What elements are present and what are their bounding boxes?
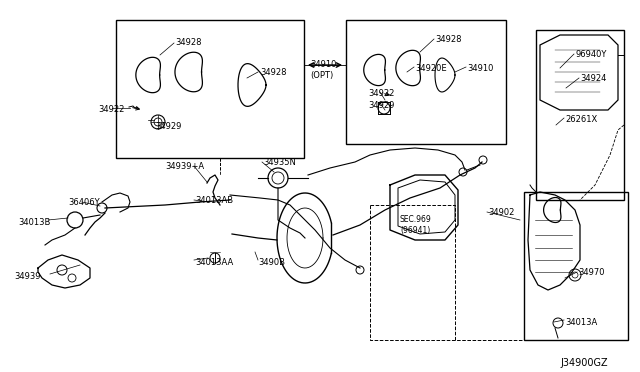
Text: 34013AA: 34013AA (195, 258, 233, 267)
Text: 26261X: 26261X (565, 115, 597, 124)
Text: 34902: 34902 (488, 208, 515, 217)
Text: 34013B: 34013B (18, 218, 51, 227)
Text: 34013AB: 34013AB (195, 196, 233, 205)
Text: 34013A: 34013A (565, 318, 597, 327)
Text: 34970: 34970 (578, 268, 605, 277)
Text: SEC.969: SEC.969 (400, 215, 432, 224)
Text: 34939: 34939 (14, 272, 40, 281)
Text: 34928: 34928 (175, 38, 202, 47)
Text: 34922: 34922 (98, 105, 124, 114)
Text: J34900GZ: J34900GZ (560, 358, 607, 368)
Circle shape (57, 265, 67, 275)
Text: 34920E: 34920E (415, 64, 447, 73)
Text: 34935N: 34935N (263, 158, 296, 167)
Text: 34929: 34929 (155, 122, 181, 131)
Text: 34910: 34910 (467, 64, 493, 73)
Text: 34922: 34922 (368, 89, 394, 98)
Text: (OPT): (OPT) (310, 71, 333, 80)
Text: 34924: 34924 (580, 74, 606, 83)
Text: (96941): (96941) (400, 226, 430, 235)
Text: 34929: 34929 (368, 101, 394, 110)
Text: 34928: 34928 (435, 35, 461, 44)
Text: 96940Y: 96940Y (575, 50, 606, 59)
Text: 34910: 34910 (310, 60, 337, 69)
Text: 34928: 34928 (260, 68, 287, 77)
Text: 36406Y: 36406Y (68, 198, 100, 207)
Text: 34939+A: 34939+A (165, 162, 204, 171)
Text: 3490B: 3490B (258, 258, 285, 267)
